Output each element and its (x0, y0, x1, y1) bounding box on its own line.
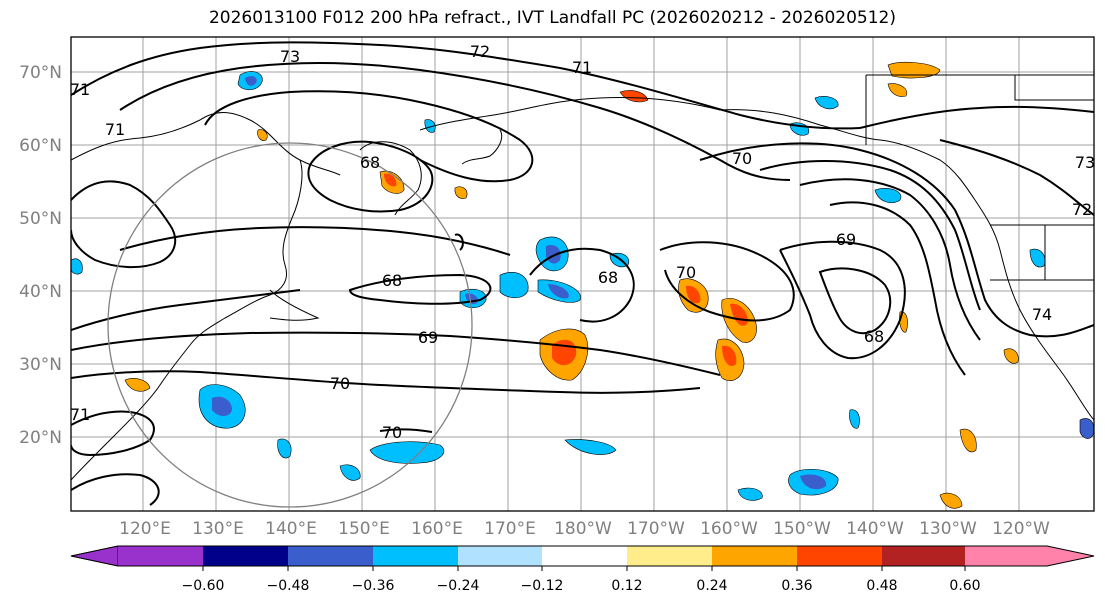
contour-label: 74 (1032, 305, 1052, 324)
contour-label: 70 (330, 374, 350, 393)
lat-label: 40°N (19, 282, 62, 302)
colorbar-swatch (627, 546, 712, 566)
map-title: 2026013100 F012 200 hPa refract., IVT La… (208, 8, 896, 28)
contour-label: 68 (382, 271, 402, 290)
colorbar-swatch (882, 546, 965, 566)
coastlines (71, 74, 1094, 481)
refractivity-contours (71, 41, 1094, 506)
contour-label: 71 (105, 120, 125, 139)
colorbar-tick-label: −0.36 (352, 578, 395, 594)
contour-label: 70 (676, 263, 696, 282)
colorbar-swatch (373, 546, 458, 566)
lon-label: 140°W (846, 519, 904, 539)
contour-label: 70 (382, 423, 402, 442)
contour-label-group: 72 71 70 71 68 68 69 70 70 68 70 69 68 7… (70, 42, 1095, 442)
colorbar-tick-label: 0.24 (696, 578, 727, 594)
colorbar-tick-label: 0.12 (611, 578, 642, 594)
lat-label: 70°N (19, 63, 62, 83)
colorbar-swatch (542, 546, 627, 566)
colorbar-tick-label: −0.60 (182, 578, 225, 594)
lat-label: 20°N (19, 428, 62, 448)
colorbar-swatch (712, 546, 797, 566)
colorbar-swatch (458, 546, 542, 566)
colorbar-swatch (288, 546, 373, 566)
lat-label: 60°N (19, 136, 62, 156)
lon-label: 160°E (411, 519, 463, 539)
lon-label: 150°W (773, 519, 831, 539)
longitude-labels: 120°E 130°E 140°E 150°E 160°E 170°E 180°… (119, 519, 1050, 539)
contour-label: 70 (732, 149, 752, 168)
ivt-negative-shading (71, 71, 1094, 501)
colorbar-tick-label: 0.36 (781, 578, 812, 594)
ivt-positive-shading (124, 61, 1019, 509)
map-border (70, 36, 1095, 512)
colorbar-swatch (203, 546, 288, 566)
lon-label: 130°W (919, 519, 977, 539)
contour-label: 71 (70, 80, 90, 99)
lon-label: 150°E (338, 519, 390, 539)
colorbar-min-extension (70, 545, 119, 567)
contour-label: 71 (70, 405, 90, 424)
colorbar-swatch (797, 546, 882, 566)
contour-label: 71 (572, 58, 592, 77)
contour-label: 68 (864, 327, 884, 346)
contour-label: 68 (360, 153, 380, 172)
contour-label: 69 (418, 328, 438, 347)
lon-label: 170°W (627, 519, 685, 539)
colorbar-swatch (118, 546, 203, 566)
colorbar-tick-label: 0.48 (866, 578, 897, 594)
colorbar: −0.60 −0.48 −0.36 −0.24 −0.12 0.12 0.24 … (70, 545, 1095, 594)
contour-label: 72 (1072, 200, 1092, 219)
lon-label: 180°W (554, 519, 612, 539)
colorbar-tick-label: −0.12 (521, 578, 564, 594)
contour-label: 72 (470, 42, 490, 61)
distance-ring (107, 142, 473, 508)
lat-label: 50°N (19, 209, 62, 229)
lon-label: 160°W (700, 519, 758, 539)
colorbar-tick-label: 0.60 (949, 578, 980, 594)
contour-label: 68 (598, 268, 618, 287)
contour-label: 73 (280, 47, 300, 66)
lon-label: 120°E (119, 519, 171, 539)
lon-label: 140°E (265, 519, 317, 539)
colorbar-tick-label: −0.48 (267, 578, 310, 594)
lon-label: 170°E (484, 519, 536, 539)
lon-label: 120°W (992, 519, 1050, 539)
lon-label: 130°E (192, 519, 244, 539)
latitude-labels: 70°N 60°N 50°N 40°N 30°N 20°N (19, 63, 62, 448)
lat-label: 30°N (19, 355, 62, 375)
contour-label: 69 (836, 230, 856, 249)
contour-label: 73 (1075, 153, 1095, 172)
colorbar-tick-label: −0.24 (437, 578, 480, 594)
